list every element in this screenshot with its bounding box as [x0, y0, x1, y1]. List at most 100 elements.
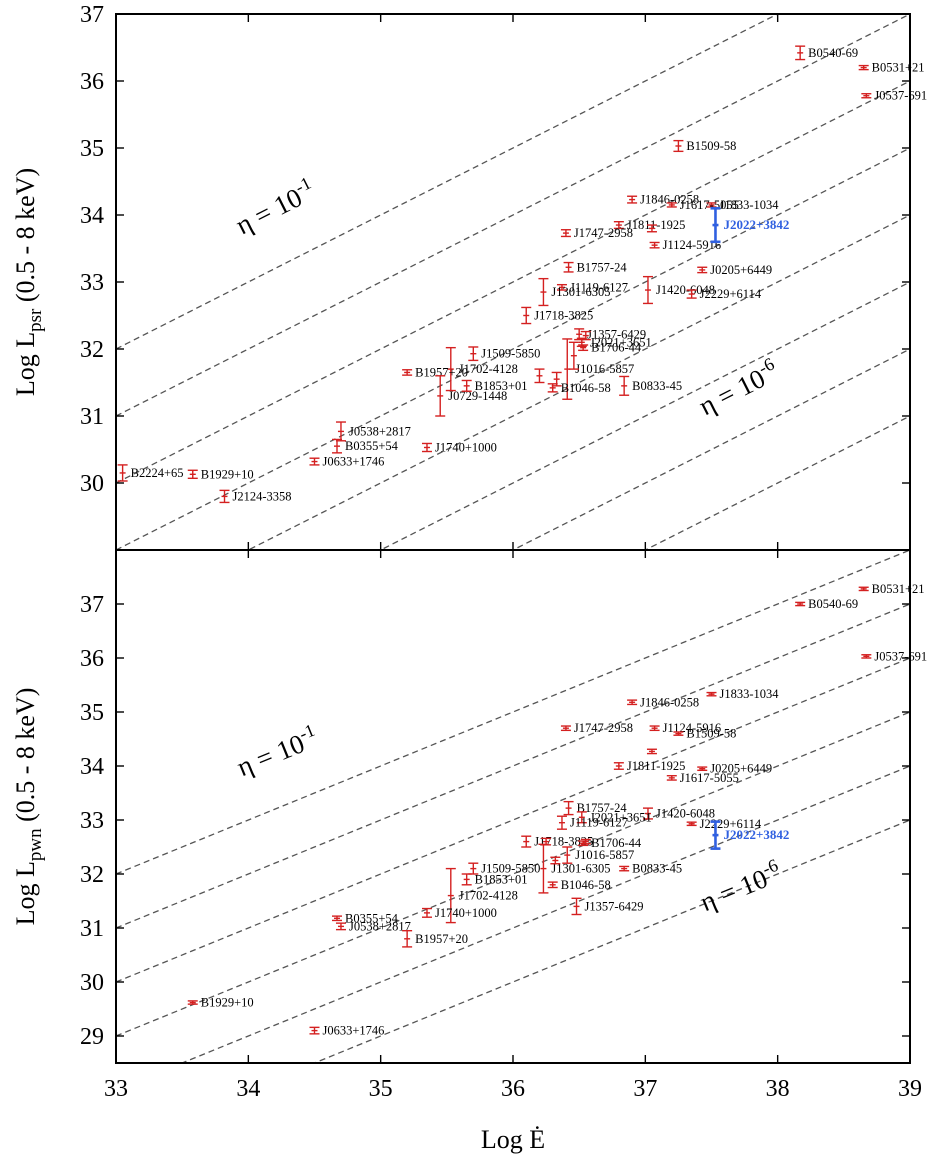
data-point: J1846-0258 [627, 193, 699, 207]
point-label: J1509-5850 [481, 862, 540, 876]
point-label: J1846-0258 [640, 695, 699, 709]
efficiency-line [379, 281, 910, 550]
data-point: B1706-44 [578, 341, 642, 355]
point-label: B1706-44 [591, 836, 642, 850]
data-point [534, 368, 545, 384]
point-label: J0729-1448 [448, 389, 507, 403]
data-point: J1119-6127 [556, 815, 628, 830]
point-label: J2021+3651 [590, 810, 652, 824]
x-tick-label: 36 [501, 1076, 525, 1102]
data-point: J1357-6429 [571, 897, 644, 916]
data-point: B1853+01 [461, 379, 528, 393]
data-point: J0633+1746 [309, 1024, 384, 1038]
y-axis-label: Log Lpsr (0.5 - 8 keV) [11, 168, 46, 396]
point-label: B0540-69 [808, 46, 858, 60]
point-label: J1357-6429 [587, 327, 646, 341]
point-label: J1846-0258 [640, 193, 699, 207]
data-point: J1833-1034 [706, 687, 780, 701]
data-point: J0538+2817 [335, 919, 411, 933]
y-tick-label: 30 [80, 970, 104, 996]
point-label: J0538+2817 [349, 919, 411, 933]
point-label: J1016-5857 [575, 362, 634, 376]
point-label: J1702-4128 [459, 362, 518, 376]
point-label: J1617-5055 [680, 198, 739, 212]
point-label: B1046-58 [561, 381, 611, 395]
efficiency-line [116, 80, 910, 484]
y-tick-label: 35 [80, 136, 104, 162]
point-label: J1702-4128 [459, 889, 518, 903]
point-label: B1757-24 [577, 801, 628, 815]
point-label: J0205+6449 [710, 263, 772, 277]
efficiency-line [116, 550, 910, 875]
data-point: B0531+21 [858, 61, 925, 75]
data-point: J0537-6910 [861, 649, 927, 663]
efficiency-line [116, 711, 910, 1037]
x-tick-label: 33 [104, 1076, 128, 1102]
data-point: J0538+2817 [335, 421, 411, 442]
point-label: J1301-6305 [551, 862, 610, 876]
point-label: J1833-1034 [720, 687, 780, 701]
y-tick-label: 29 [80, 1024, 104, 1050]
point-label: B1706-44 [591, 341, 642, 355]
bottom-panel-pwn: η = 10-1 η = 10-6 B0531+21 B0540-69 J0537-69… [11, 549, 927, 1064]
point-label: B0833-45 [632, 379, 682, 393]
point-label: J1509-5850 [481, 347, 540, 361]
efficiency-label: η = 10-6 [695, 855, 786, 918]
point-label: B0833-45 [632, 862, 682, 876]
data-point: J1718-3825 [521, 306, 593, 325]
data-point: B2224+65 [117, 464, 184, 482]
point-label: J2229+6114 [700, 287, 762, 301]
y-tick-label: 32 [80, 337, 104, 363]
data-point: J0729-1448 [435, 375, 507, 417]
y-tick-label: 37 [80, 2, 104, 28]
data-point: B0355+54 [331, 911, 399, 925]
data-point: J1617-5055 [666, 198, 739, 212]
data-point: J1119-6127 [556, 280, 628, 294]
y-tick-label: 31 [80, 916, 104, 942]
y-tick-label: 36 [80, 646, 104, 672]
y-axis-label: Log Lpwn (0.5 - 8 keV) [11, 688, 46, 926]
point-label: J1119-6127 [570, 816, 628, 830]
point-label: B0531+21 [872, 582, 925, 596]
data-point: J1747-2958 [560, 721, 633, 735]
point-label: B1757-24 [577, 260, 628, 274]
data-point: J1301-6305 [538, 277, 610, 307]
data-point: J1740+1000 [421, 906, 497, 920]
data-point: J1617-5055 [666, 771, 739, 785]
point-label: J1718-3825 [534, 309, 593, 323]
point-label: J0633+1746 [323, 455, 385, 469]
point-label: J0538+2817 [349, 424, 411, 438]
data-point: J2022+3842 [710, 820, 789, 850]
point-label: B1957+20 [415, 365, 468, 379]
data-point: J0633+1746 [309, 455, 385, 469]
data-point: J1702-4128 [445, 867, 518, 924]
plot-frame [115, 549, 911, 1064]
x-tick-label: 38 [766, 1076, 790, 1102]
data-point: J1740+1000 [421, 440, 497, 454]
data-point [580, 330, 591, 341]
point-label: J2124-3358 [233, 489, 292, 503]
efficiency-line [246, 214, 910, 550]
point-label: B1957+20 [415, 932, 468, 946]
point-label: B0355+54 [345, 911, 399, 925]
data-point: J2021+3651 [576, 810, 652, 824]
efficiency-lines [116, 550, 910, 1063]
data-point: J1747-2958 [560, 226, 633, 240]
point-label: J1747-2958 [574, 721, 633, 735]
data-point: J2124-3358 [219, 489, 292, 503]
data-point: J0537-6910 [861, 89, 927, 103]
data-point: J1811-1925 [613, 759, 685, 773]
data-point: J2022+3842 [710, 207, 789, 244]
efficiency-line [116, 657, 910, 983]
point-label: B1853+01 [475, 379, 528, 393]
efficiency-label: η = 10-1 [230, 173, 321, 241]
data-point: B1853+01 [461, 872, 528, 886]
y-tick-label: 36 [80, 69, 104, 95]
point-label: J2022+3842 [723, 827, 789, 842]
point-label: B0355+54 [345, 439, 399, 453]
data-point: B1046-58 [547, 878, 611, 892]
y-tick-label: 33 [80, 808, 104, 834]
x-axis-label: Log Ė [481, 1125, 545, 1154]
data-point [541, 837, 552, 846]
